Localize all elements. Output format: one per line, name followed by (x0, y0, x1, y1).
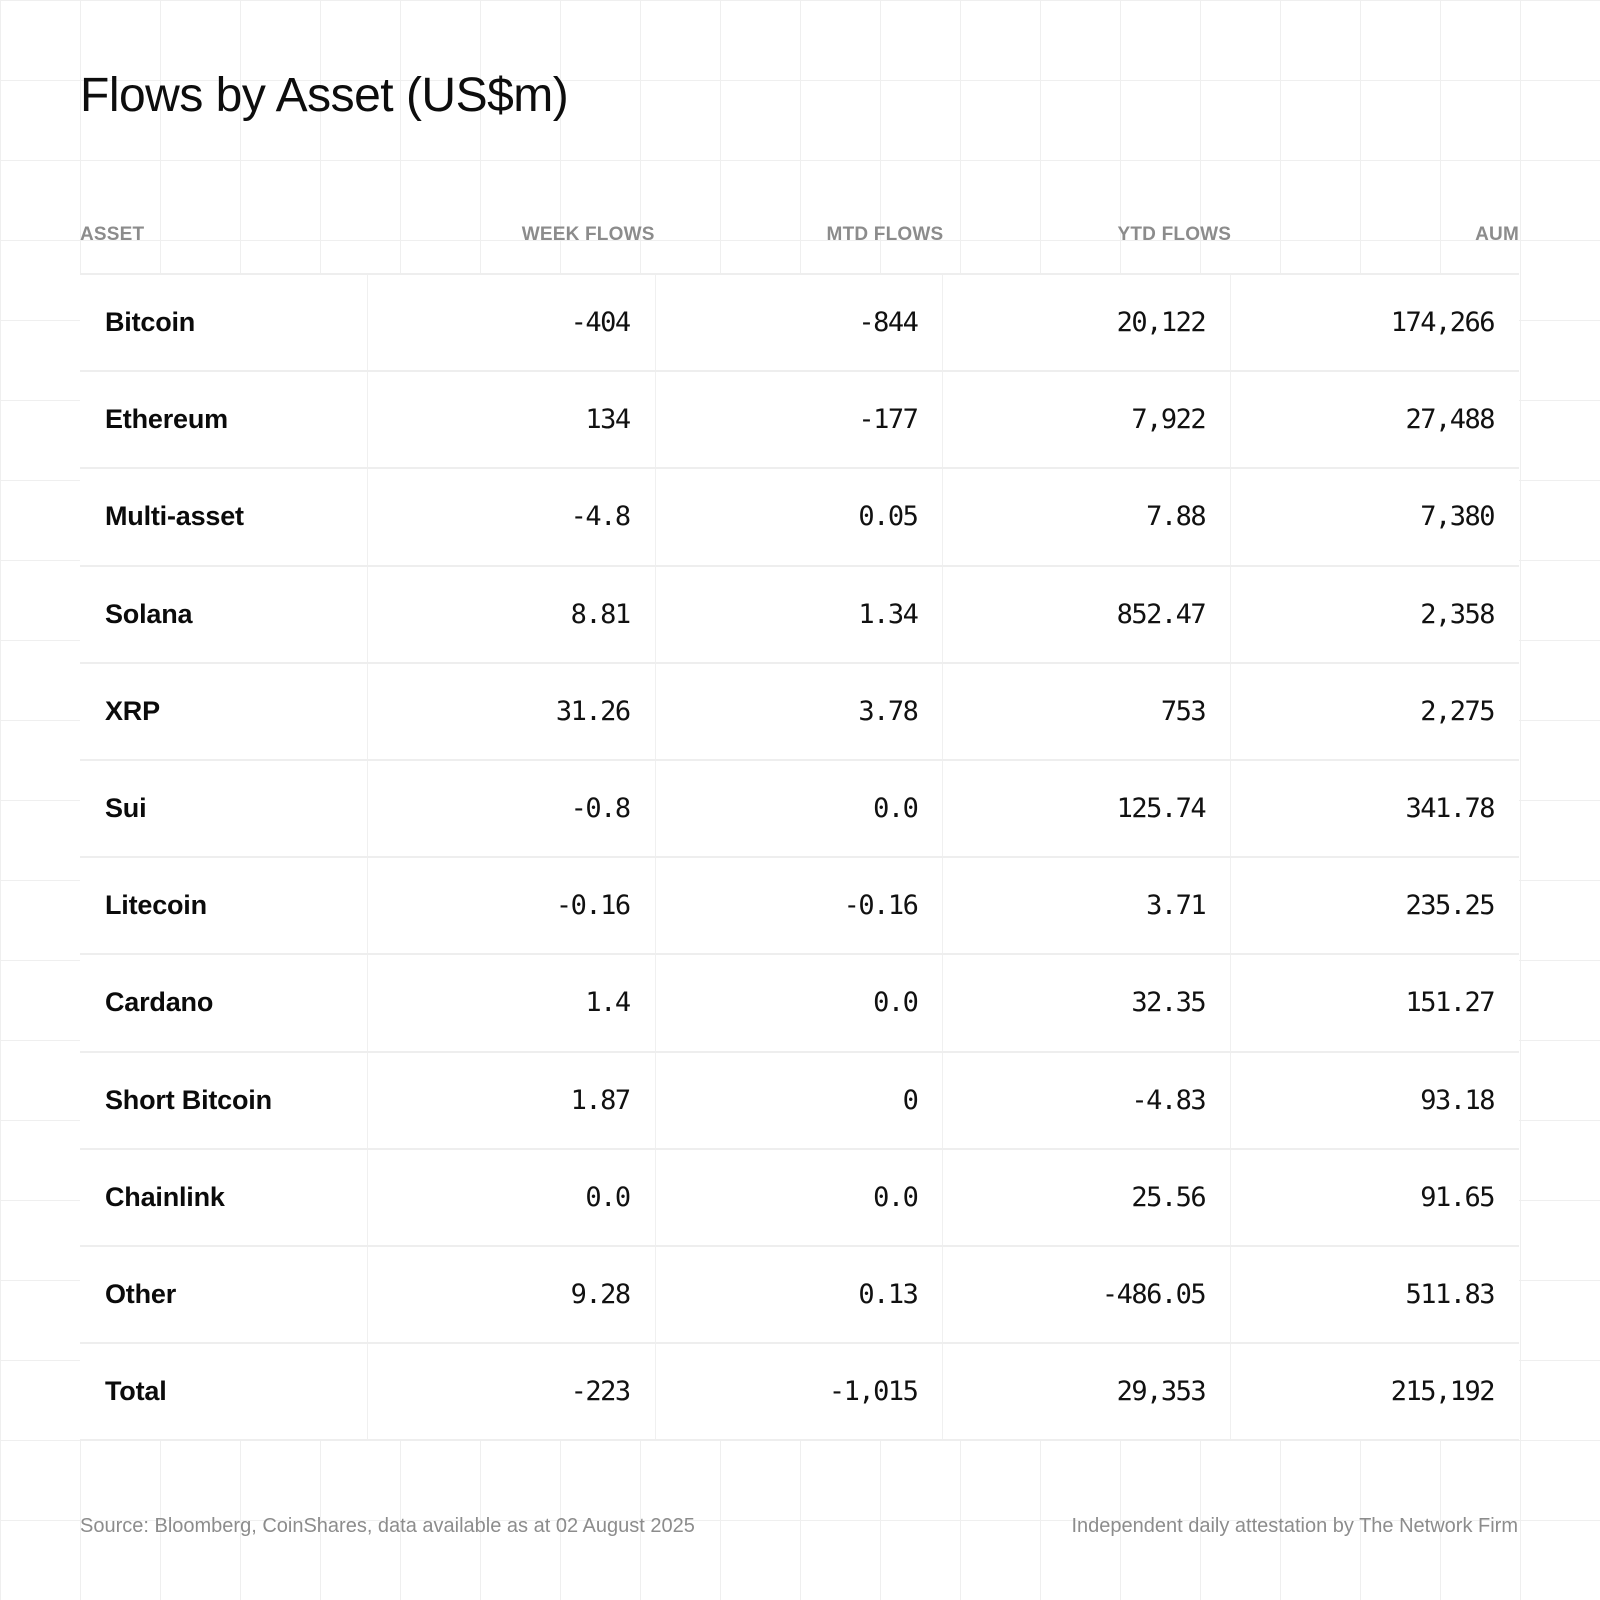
mtd-flows-cell: 0.0 (656, 1149, 944, 1245)
week-flows-cell: -223 (368, 1344, 656, 1440)
column-header-mtd-flows: MTD FLOWS (826, 224, 944, 245)
column-header-aum: AUM (1475, 224, 1519, 245)
mtd-flows-cell: 0.0 (656, 760, 944, 857)
mtd-flows-cell: -844 (656, 275, 944, 371)
table-row: Chainlink 0.0 0.0 25.56 91.65 (80, 1149, 1519, 1247)
table-row: Sui -0.8 0.0 125.74 341.78 (80, 760, 1519, 859)
column-header-asset: ASSET (80, 224, 145, 245)
mtd-flows-cell: 1.34 (656, 566, 944, 662)
ytd-flows-cell: -4.83 (943, 1052, 1232, 1148)
ytd-flows-cell: 753 (943, 663, 1232, 759)
asset-cell: Short Bitcoin (80, 1052, 368, 1148)
asset-cell: Solana (80, 566, 368, 662)
ytd-flows-cell: 7.88 (943, 469, 1232, 565)
week-flows-cell: -404 (368, 275, 656, 371)
week-flows-cell: -0.8 (368, 760, 656, 857)
ytd-flows-cell: 3.71 (943, 858, 1232, 954)
asset-cell: Cardano (80, 955, 368, 1051)
aum-cell: 91.65 (1420, 1181, 1495, 1213)
ytd-flows-cell: 7,922 (943, 372, 1232, 468)
mtd-flows-cell: 0 (656, 1052, 944, 1148)
mtd-flows-cell: -1,015 (656, 1344, 944, 1440)
aum-cell: 27,488 (1405, 404, 1495, 436)
table-row-total: Total -223 -1,015 29,353 215,192 (80, 1344, 1519, 1442)
aum-cell: 93.18 (1420, 1084, 1495, 1116)
flows-table: Bitcoin -404 -844 20,122 174,266 Ethereu… (80, 273, 1519, 1442)
mtd-flows-cell: 0.05 (656, 469, 944, 565)
week-flows-cell: -0.16 (368, 858, 656, 954)
aum-cell: 2,358 (1420, 598, 1495, 630)
mtd-flows-cell: 0.0 (656, 955, 944, 1051)
ytd-flows-cell: 20,122 (943, 275, 1232, 371)
aum-cell: 235.25 (1405, 890, 1495, 922)
week-flows-cell: 1.87 (368, 1052, 656, 1148)
aum-cell: 151.27 (1405, 987, 1495, 1019)
week-flows-cell: 31.26 (368, 663, 656, 759)
column-header-ytd-flows: YTD FLOWS (1117, 224, 1232, 245)
aum-cell: 215,192 (1390, 1376, 1496, 1408)
asset-cell: Chainlink (80, 1149, 368, 1245)
table-row: Solana 8.81 1.34 852.47 2,358 (80, 566, 1519, 664)
aum-cell: 511.83 (1405, 1278, 1495, 1310)
table-row: Other 9.28 0.13 -486.05 511.83 (80, 1246, 1519, 1345)
ytd-flows-cell: 32.35 (943, 955, 1232, 1051)
ytd-flows-cell: 25.56 (943, 1149, 1232, 1245)
ytd-flows-cell: -486.05 (943, 1246, 1232, 1343)
asset-cell: Sui (80, 760, 368, 857)
ytd-flows-cell: 125.74 (943, 760, 1232, 857)
asset-cell: Total (80, 1344, 368, 1440)
table-row: Short Bitcoin 1.87 0 -4.83 93.18 (80, 1052, 1519, 1150)
week-flows-cell: 0.0 (368, 1149, 656, 1245)
aum-cell: 174,266 (1390, 307, 1496, 339)
aum-cell: 341.78 (1405, 793, 1495, 825)
week-flows-cell: 8.81 (368, 566, 656, 662)
ytd-flows-cell: 29,353 (943, 1344, 1232, 1440)
asset-cell: Multi-asset (80, 469, 368, 565)
source-note: Source: Bloomberg, CoinShares, data avai… (80, 1515, 695, 1537)
attestation-note: Independent daily attestation by The Net… (1071, 1515, 1518, 1537)
week-flows-cell: 134 (368, 372, 656, 468)
column-header-week-flows: WEEK FLOWS (521, 224, 655, 245)
page-title: Flows by Asset (US$m) (80, 69, 569, 122)
table-row: Cardano 1.4 0.0 32.35 151.27 (80, 955, 1519, 1053)
table-header: ASSET WEEK FLOWS MTD FLOWS YTD FLOWS AUM (80, 222, 1519, 252)
table-row: Bitcoin -404 -844 20,122 174,266 (80, 275, 1519, 373)
ytd-flows-cell: 852.47 (943, 566, 1232, 662)
table-row: XRP 31.26 3.78 753 2,275 (80, 663, 1519, 761)
mtd-flows-cell: 3.78 (656, 663, 944, 759)
asset-cell: Litecoin (80, 858, 368, 954)
mtd-flows-cell: -177 (656, 372, 944, 468)
asset-cell: XRP (80, 663, 368, 759)
table-row: Litecoin -0.16 -0.16 3.71 235.25 (80, 858, 1519, 956)
mtd-flows-cell: -0.16 (656, 858, 944, 954)
asset-cell: Bitcoin (80, 275, 368, 371)
asset-cell: Other (80, 1246, 368, 1343)
mtd-flows-cell: 0.13 (656, 1246, 944, 1343)
aum-cell: 7,380 (1420, 501, 1495, 533)
week-flows-cell: -4.8 (368, 469, 656, 565)
week-flows-cell: 9.28 (368, 1246, 656, 1343)
aum-cell: 2,275 (1420, 695, 1495, 727)
table-row: Ethereum 134 -177 7,922 27,488 (80, 372, 1519, 470)
asset-cell: Ethereum (80, 372, 368, 468)
week-flows-cell: 1.4 (368, 955, 656, 1051)
table-row: Multi-asset -4.8 0.05 7.88 7,380 (80, 469, 1519, 567)
